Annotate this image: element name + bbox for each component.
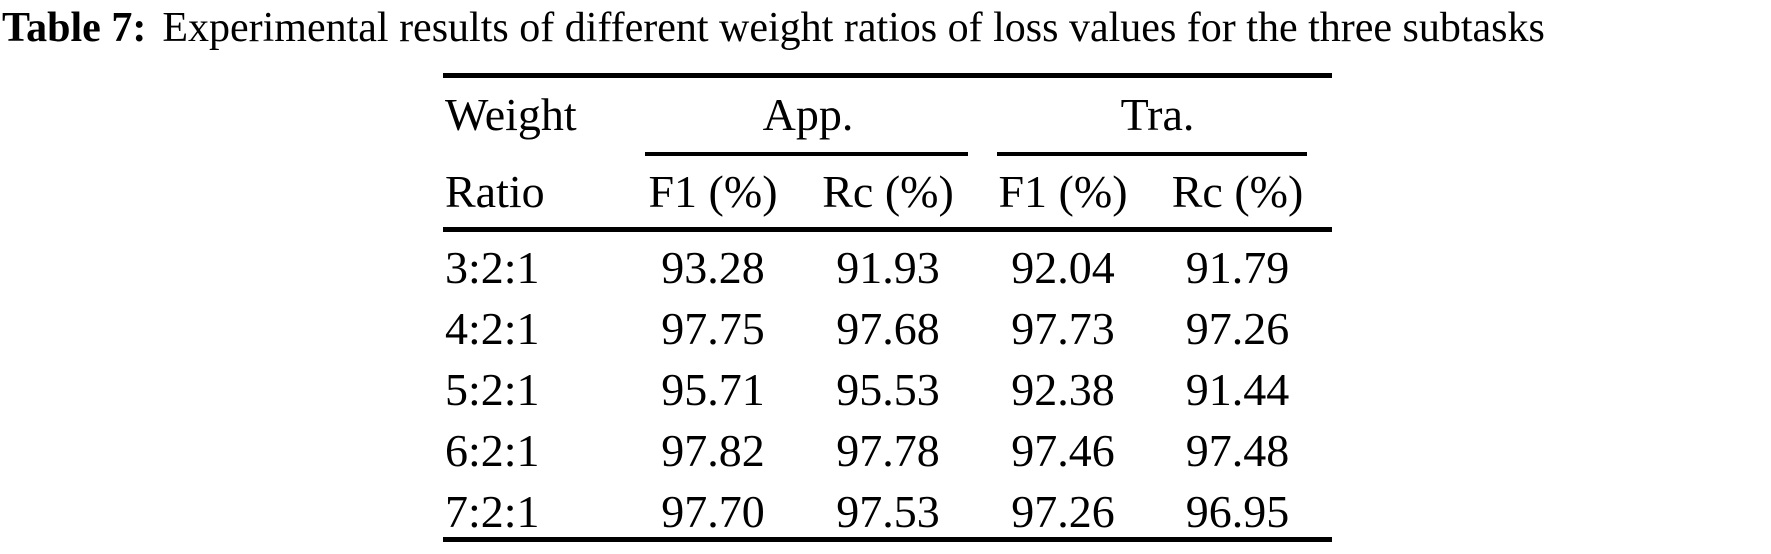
value-cell: 97.46 (1011, 424, 1115, 476)
table-mid-rule (443, 227, 1332, 232)
ratio-cell: 6:2:1 (445, 424, 540, 476)
value-cell: 97.70 (661, 485, 765, 537)
table-top-rule (443, 73, 1332, 78)
table-caption: Table 7: Experimental results of differen… (2, 4, 1545, 52)
value-cell: 97.53 (836, 485, 940, 537)
value-cell: 97.73 (1011, 302, 1115, 354)
table-cmidrule-band (443, 152, 1332, 157)
value-cell: 92.38 (1011, 363, 1115, 415)
column-group-app: App. (762, 89, 854, 140)
value-cell: 97.75 (661, 302, 765, 354)
ratio-cell: 3:2:1 (445, 241, 540, 293)
value-cell: 97.48 (1185, 424, 1290, 476)
row-header-line2: Ratio (445, 166, 545, 217)
value-cell: 96.95 (1185, 485, 1290, 537)
value-cell: 95.53 (836, 363, 940, 415)
value-cell: 92.04 (1011, 241, 1115, 293)
value-cell: 97.26 (1011, 485, 1115, 537)
cmidrule-tra (997, 152, 1307, 156)
results-table: Weight App. Tra. Ratio F1 (%) Rc (%) F1 … (443, 73, 1332, 542)
value-cell: 91.44 (1185, 363, 1290, 415)
table-row: 5:2:1 95.71 95.53 92.38 91.44 (443, 354, 1332, 415)
ratio-cell: 5:2:1 (445, 363, 540, 415)
subheader-tra-rc: Rc (%) (1171, 166, 1304, 217)
table-row: 7:2:1 97.70 97.53 97.26 96.95 (443, 476, 1332, 537)
cmidrule-app (645, 152, 968, 156)
value-cell: 91.79 (1185, 241, 1290, 293)
ratio-cell: 7:2:1 (445, 485, 540, 537)
table-row: 3:2:1 93.28 91.93 92.04 91.79 (443, 232, 1332, 293)
value-cell: 91.93 (836, 241, 940, 293)
table-row: 4:2:1 97.75 97.68 97.73 97.26 (443, 293, 1332, 354)
table-group-header-row: Weight App. Tra. (443, 78, 1332, 152)
subheader-app-f1: F1 (%) (648, 166, 778, 217)
column-group-tra: Tra. (1120, 89, 1195, 140)
value-cell: 97.26 (1185, 302, 1290, 354)
table-caption-text: Experimental results of different weight… (162, 5, 1545, 51)
table-caption-label: Table 7: (2, 5, 147, 51)
row-header-line1: Weight (445, 89, 577, 140)
value-cell: 93.28 (661, 241, 765, 293)
value-cell: 97.82 (661, 424, 765, 476)
value-cell: 95.71 (661, 363, 765, 415)
subheader-tra-f1: F1 (%) (998, 166, 1128, 217)
value-cell: 97.68 (836, 302, 940, 354)
table-subheader-row: Ratio F1 (%) Rc (%) F1 (%) Rc (%) (443, 157, 1332, 227)
ratio-cell: 4:2:1 (445, 302, 540, 354)
subheader-app-rc: Rc (%) (822, 166, 954, 217)
table-row: 6:2:1 97.82 97.78 97.46 97.48 (443, 415, 1332, 476)
value-cell: 97.78 (836, 424, 940, 476)
table-bottom-rule (443, 537, 1332, 542)
